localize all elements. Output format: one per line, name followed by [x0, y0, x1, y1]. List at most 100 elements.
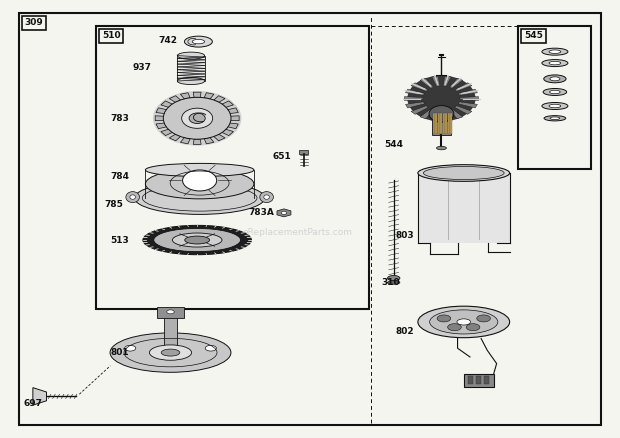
Polygon shape [227, 108, 238, 114]
Polygon shape [221, 129, 234, 136]
Bar [450, 113, 452, 134]
Ellipse shape [542, 60, 568, 67]
Ellipse shape [143, 225, 252, 255]
Text: 784: 784 [110, 172, 130, 180]
Bar [484, 376, 489, 384]
Bar [518, 26, 591, 169]
Polygon shape [450, 78, 463, 88]
Polygon shape [458, 102, 477, 108]
Bar [443, 113, 445, 134]
Ellipse shape [145, 163, 254, 177]
Ellipse shape [448, 324, 461, 331]
Ellipse shape [549, 50, 560, 53]
Polygon shape [155, 116, 165, 121]
Text: 510: 510 [102, 32, 121, 40]
Bar [445, 113, 447, 134]
Polygon shape [454, 83, 472, 92]
Ellipse shape [177, 52, 205, 59]
Ellipse shape [182, 108, 213, 128]
Ellipse shape [423, 166, 504, 180]
Ellipse shape [125, 345, 136, 351]
Text: 545: 545 [524, 32, 543, 40]
Polygon shape [432, 111, 440, 121]
Ellipse shape [477, 315, 490, 322]
Polygon shape [180, 138, 190, 144]
Text: 803: 803 [396, 231, 414, 240]
Ellipse shape [126, 192, 140, 202]
Ellipse shape [182, 170, 217, 191]
Text: 785: 785 [104, 200, 123, 208]
Polygon shape [405, 102, 425, 108]
Polygon shape [204, 93, 214, 99]
Ellipse shape [264, 195, 270, 199]
Ellipse shape [544, 116, 565, 121]
Bar [22, 16, 46, 30]
Ellipse shape [161, 349, 180, 356]
Polygon shape [161, 129, 173, 136]
Ellipse shape [430, 310, 498, 334]
Polygon shape [156, 108, 167, 114]
Bar [99, 29, 123, 43]
Bar [157, 307, 184, 318]
Text: 742: 742 [158, 36, 177, 45]
Text: 310: 310 [381, 278, 400, 287]
Polygon shape [454, 106, 472, 114]
Text: 783A: 783A [248, 208, 274, 217]
Ellipse shape [153, 91, 241, 146]
Bar [433, 113, 435, 134]
Polygon shape [443, 76, 451, 86]
Ellipse shape [466, 324, 480, 331]
Ellipse shape [550, 77, 560, 81]
Ellipse shape [167, 310, 174, 314]
Bar [468, 376, 473, 384]
Polygon shape [213, 134, 225, 141]
Text: 513: 513 [110, 236, 129, 244]
Text: 651: 651 [273, 152, 291, 161]
Ellipse shape [388, 276, 400, 281]
Polygon shape [229, 116, 239, 121]
Ellipse shape [436, 146, 446, 150]
Ellipse shape [189, 113, 205, 124]
Polygon shape [420, 109, 433, 119]
Bar [432, 111, 451, 135]
Ellipse shape [192, 39, 205, 44]
Polygon shape [411, 106, 428, 114]
Text: eReplacementParts.com: eReplacementParts.com [242, 228, 353, 237]
Ellipse shape [407, 76, 476, 122]
Bar [177, 56, 205, 81]
Bar [299, 150, 308, 154]
Text: 937: 937 [132, 64, 151, 72]
Polygon shape [180, 93, 190, 99]
Polygon shape [204, 138, 214, 144]
Ellipse shape [544, 75, 566, 83]
Ellipse shape [388, 281, 400, 284]
Polygon shape [156, 123, 167, 129]
Polygon shape [169, 134, 181, 141]
Ellipse shape [260, 192, 273, 202]
Polygon shape [450, 109, 463, 119]
Text: 783: 783 [110, 114, 129, 123]
Polygon shape [227, 123, 238, 129]
Ellipse shape [429, 106, 454, 122]
Polygon shape [161, 101, 173, 108]
Bar [521, 29, 546, 43]
Ellipse shape [185, 236, 210, 244]
Ellipse shape [110, 333, 231, 372]
Ellipse shape [185, 36, 212, 47]
Ellipse shape [543, 88, 567, 95]
Polygon shape [277, 209, 291, 217]
Text: 697: 697 [24, 399, 43, 408]
Polygon shape [213, 95, 225, 102]
Bar [438, 113, 440, 134]
Ellipse shape [154, 229, 241, 251]
Ellipse shape [135, 182, 265, 215]
Ellipse shape [437, 315, 451, 322]
Ellipse shape [549, 61, 560, 65]
Bar [448, 113, 450, 134]
Ellipse shape [281, 212, 287, 214]
Polygon shape [405, 89, 425, 95]
Ellipse shape [130, 195, 135, 199]
Text: 309: 309 [24, 18, 43, 27]
Ellipse shape [172, 233, 222, 247]
Bar [164, 315, 177, 346]
